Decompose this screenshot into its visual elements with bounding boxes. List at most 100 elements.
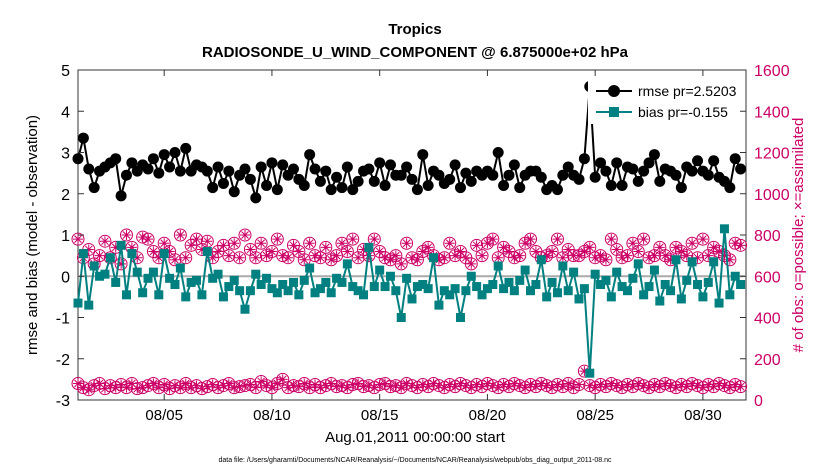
obs-possible-circle xyxy=(233,251,247,265)
obs-assimilated-asterisk xyxy=(121,382,132,393)
legend-rmse-marker xyxy=(608,85,620,97)
bias-point-87 xyxy=(542,292,552,302)
bias-point-8 xyxy=(116,240,126,250)
bias-point-90 xyxy=(558,261,568,271)
bias-point-34 xyxy=(256,280,266,289)
rmse-point-14 xyxy=(147,153,159,165)
bias-point-20 xyxy=(181,292,191,302)
right-y-axis-label: # of obs: o=possible; ×=assimilated xyxy=(790,118,807,353)
rmse-point-61 xyxy=(401,161,413,173)
obs-assimilated-asterisk xyxy=(563,244,574,255)
obs-assimilated-asterisk xyxy=(347,379,358,390)
bias-point-70 xyxy=(450,284,460,294)
legend-bias-label: bias pr=-0.155 xyxy=(638,104,728,120)
obs-top-point-41 xyxy=(292,245,306,258)
rmse-point-86 xyxy=(535,171,547,183)
obs-possible-circle xyxy=(405,379,419,393)
obs-assimilated-asterisk xyxy=(600,254,611,265)
obs-assimilated-asterisk xyxy=(568,250,579,261)
rmse-point-57 xyxy=(379,180,391,191)
x-axis-label: Aug.01,2011 00:00:00 start xyxy=(325,429,506,446)
obs-assimilated-asterisk xyxy=(132,252,143,263)
bias-point-19 xyxy=(175,263,185,273)
rmse-point-65 xyxy=(422,180,434,191)
rmse-point-98 xyxy=(600,165,612,177)
bias-point-103 xyxy=(628,273,638,283)
obs-assimilated-asterisk xyxy=(240,380,250,391)
left-y-axis-ticks: -3 -2 -1 0 1 2 3 4 5 xyxy=(56,63,84,410)
obs-possible-circle xyxy=(443,378,457,392)
obs-assimilated-asterisk xyxy=(213,246,224,257)
obs-possible-circle xyxy=(200,380,214,394)
bias-point-9 xyxy=(121,290,131,300)
obs-assimilated-asterisk xyxy=(169,254,180,265)
obs-assimilated-asterisk xyxy=(687,238,698,249)
obs-possible-circle xyxy=(103,379,117,393)
obs-assimilated-asterisk xyxy=(455,246,466,257)
left-tick-label-7: 4 xyxy=(61,104,70,121)
obs-assimilated-asterisk xyxy=(126,378,137,389)
obs-assimilated-asterisk xyxy=(175,382,186,393)
obs-assimilated-asterisk xyxy=(250,382,261,393)
obs-possible-circle xyxy=(631,245,645,258)
obs-top-point-105 xyxy=(637,232,651,246)
rmse-point-67 xyxy=(433,169,445,181)
obs-possible-circle xyxy=(486,232,500,246)
obs-top-point-114 xyxy=(685,236,699,250)
bias-point-3 xyxy=(89,261,99,271)
left-tick-label-3: 0 xyxy=(61,269,70,286)
obs-possible-circle xyxy=(486,379,500,393)
bias-point-123 xyxy=(736,280,746,289)
rmse-point-91 xyxy=(562,161,574,173)
rmse-point-99 xyxy=(605,180,617,191)
obs-possible-circle xyxy=(464,257,478,271)
obs-assimilated-asterisk xyxy=(703,250,714,261)
obs-assimilated-asterisk xyxy=(735,381,746,392)
obs-assimilated-asterisk xyxy=(299,378,310,389)
obs-assimilated-asterisk xyxy=(460,252,471,263)
obs-possible-circle xyxy=(222,249,236,263)
right-tick-label-2: 400 xyxy=(754,311,781,328)
obs-assimilated-asterisk xyxy=(320,242,331,253)
obs-possible-circle xyxy=(71,232,85,246)
bias-point-1 xyxy=(78,249,88,259)
obs-assimilated-asterisk xyxy=(584,242,595,253)
obs-possible-bottom-series xyxy=(71,364,748,397)
bias-point-26 xyxy=(213,269,223,279)
obs-assimilated-asterisk xyxy=(94,250,105,261)
obs-assimilated-asterisk xyxy=(622,250,633,261)
bias-point-88 xyxy=(547,277,557,287)
bias-point-27 xyxy=(218,292,228,302)
rmse-point-122 xyxy=(729,153,741,165)
obs-assimilated-asterisk xyxy=(638,234,649,245)
bias-point-60 xyxy=(396,313,406,322)
obs-possible-circle xyxy=(319,379,333,393)
obs-top-point-20 xyxy=(179,251,193,265)
rmse-point-8 xyxy=(115,190,127,202)
obs-top-point-84 xyxy=(524,232,538,246)
data-file-footer: data file: /Users/gharamti/Documents/NCA… xyxy=(218,457,612,464)
obs-assimilated-asterisk xyxy=(331,250,342,261)
legend: rmse pr=2.5203 bias pr=-0.155 xyxy=(588,78,738,124)
rmse-point-70 xyxy=(449,159,461,171)
obs-top-point-74 xyxy=(470,238,484,252)
obs-assimilated-asterisk xyxy=(175,230,186,240)
rmse-point-3 xyxy=(88,182,100,194)
obs-top-point-0 xyxy=(71,232,85,246)
bias-point-33 xyxy=(251,269,261,279)
rmse-point-90 xyxy=(557,169,569,181)
bias-point-67 xyxy=(434,300,444,310)
obs-top-point-19 xyxy=(173,228,187,242)
obs-top-point-60 xyxy=(394,257,408,271)
obs-possible-circle xyxy=(588,251,602,265)
obs-possible-circle xyxy=(281,251,295,265)
obs-top-point-37 xyxy=(270,232,284,246)
obs-assimilated-asterisk xyxy=(126,242,137,253)
obs-possible-circle xyxy=(620,378,634,392)
obs-assimilated-asterisk xyxy=(121,230,132,240)
obs-possible-circle xyxy=(507,251,521,265)
obs-assimilated-asterisk xyxy=(466,258,477,269)
obs-assimilated-asterisk xyxy=(256,376,267,387)
bias-point-99 xyxy=(606,292,616,302)
bias-point-53 xyxy=(359,290,369,300)
